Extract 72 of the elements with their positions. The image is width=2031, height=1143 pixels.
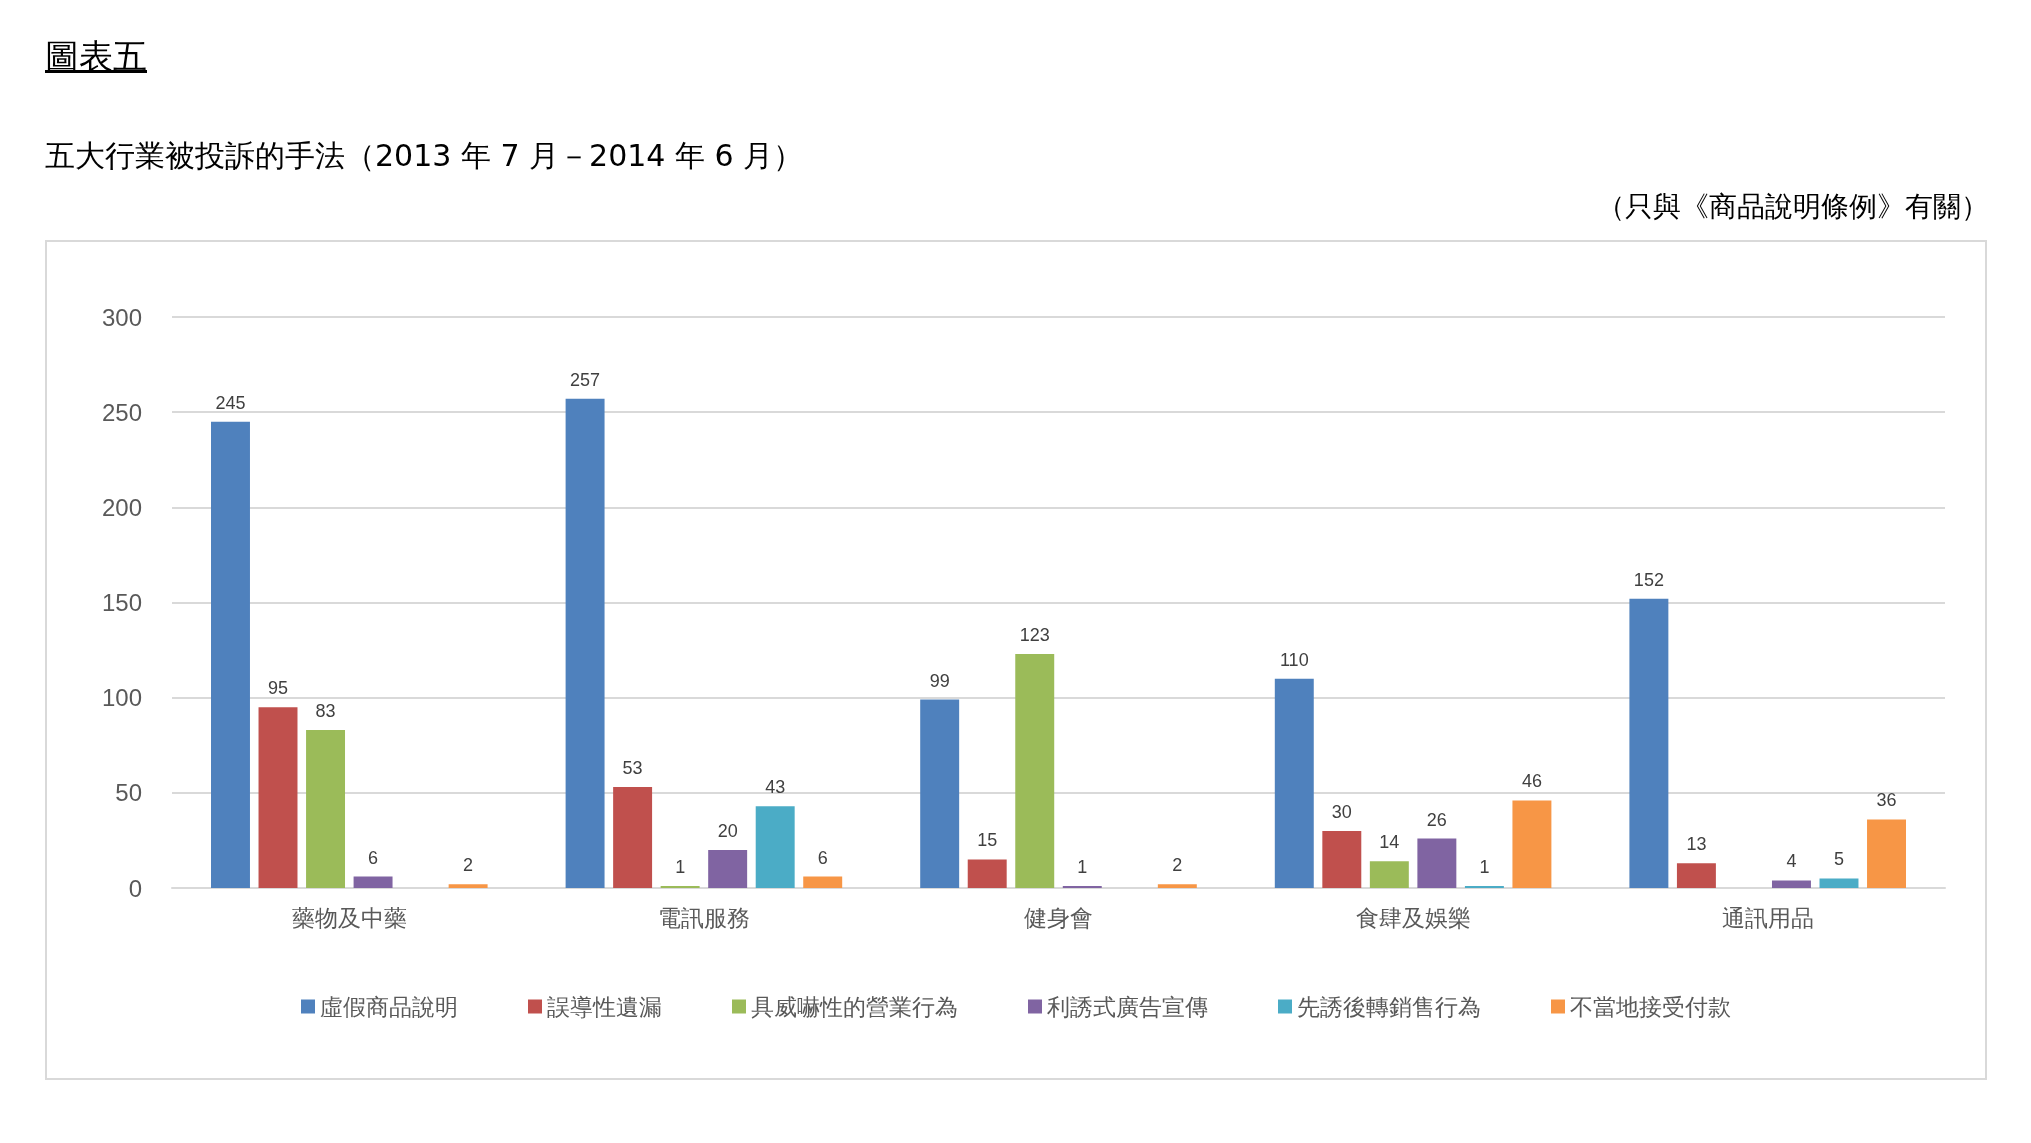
data-label: 2	[1172, 855, 1183, 876]
bar	[353, 876, 393, 888]
text: （只與《商品說明條例》有關）	[1597, 189, 1989, 225]
data-label: 6	[817, 847, 828, 868]
y-tick-label: 100	[101, 684, 142, 712]
bar	[967, 859, 1007, 888]
bar	[565, 398, 605, 888]
data-label: 152	[1633, 569, 1664, 590]
data-label: 99	[929, 670, 950, 691]
y-tick-label: 300	[101, 303, 142, 331]
bar	[708, 849, 748, 888]
bar	[1867, 819, 1906, 888]
data-label: 4	[1786, 851, 1797, 872]
bar	[755, 806, 795, 888]
legend-label: 先誘後轉銷售行為	[1297, 993, 1481, 1020]
x-tick-label: 食肆及娛樂	[1355, 904, 1471, 931]
data-label: 43	[765, 777, 786, 798]
bar	[306, 730, 346, 888]
chart-subtitle: 五大行業被投訴的手法（2013 年 7 月－2014 年 6 月）	[45, 137, 804, 175]
data-label: 5	[1833, 849, 1844, 870]
data-label: 257	[570, 369, 601, 390]
legend-label: 不當地接受付款	[1570, 993, 1731, 1020]
bar	[1015, 653, 1055, 888]
bar	[1274, 678, 1314, 888]
x-tick-label: 藥物及中藥	[291, 904, 407, 931]
data-label: 26	[1426, 809, 1447, 830]
y-tick-label: 150	[101, 589, 142, 616]
data-label: 15	[977, 830, 998, 851]
data-label: 14	[1379, 832, 1400, 853]
bar	[1157, 884, 1197, 888]
y-tick-label: 50	[115, 779, 142, 807]
x-tick-label: 通訊用品	[1721, 904, 1814, 931]
bar	[1417, 838, 1457, 888]
bar	[1512, 800, 1552, 888]
bar	[1369, 861, 1409, 888]
y-tick-label: 0	[128, 874, 142, 902]
legend-label: 誤導性遺漏	[547, 993, 662, 1020]
bar	[613, 787, 653, 888]
data-label: 30	[1331, 801, 1352, 822]
y-tick-label: 200	[101, 493, 142, 521]
bar	[1676, 863, 1716, 888]
bar	[1629, 598, 1669, 888]
data-label: 95	[267, 678, 289, 699]
legend-label: 具威嚇性的營業行為	[751, 993, 958, 1020]
data-label: 1	[1479, 857, 1490, 878]
data-label: 245	[215, 392, 246, 413]
data-label: 83	[315, 701, 336, 722]
legend-label: 虛假商品說明	[320, 993, 458, 1020]
data-label: 53	[622, 758, 643, 779]
data-label: 1	[1077, 857, 1088, 878]
data-label: 20	[717, 820, 738, 841]
data-label: 36	[1876, 790, 1897, 811]
x-tick-label: 健身會	[1024, 904, 1093, 931]
data-label: 46	[1521, 771, 1542, 792]
data-label: 110	[1279, 649, 1309, 670]
bar	[258, 707, 298, 888]
data-label: 1	[675, 857, 686, 878]
bar	[803, 876, 843, 888]
data-label: 13	[1686, 834, 1707, 855]
chart-title: 圖表五	[45, 35, 147, 78]
bar	[448, 884, 488, 888]
data-label: 123	[1019, 624, 1050, 645]
bar	[1771, 880, 1811, 888]
y-tick-label: 250	[101, 398, 142, 426]
bar	[211, 421, 250, 888]
legend-label: 利誘式廣告宣傳	[1047, 993, 1208, 1020]
bar	[920, 699, 960, 888]
x-tick-label: 電訊服務	[657, 904, 750, 931]
bar	[1819, 878, 1859, 888]
data-label: 2	[463, 855, 474, 876]
bar	[1322, 830, 1362, 888]
data-label: 6	[368, 847, 379, 868]
